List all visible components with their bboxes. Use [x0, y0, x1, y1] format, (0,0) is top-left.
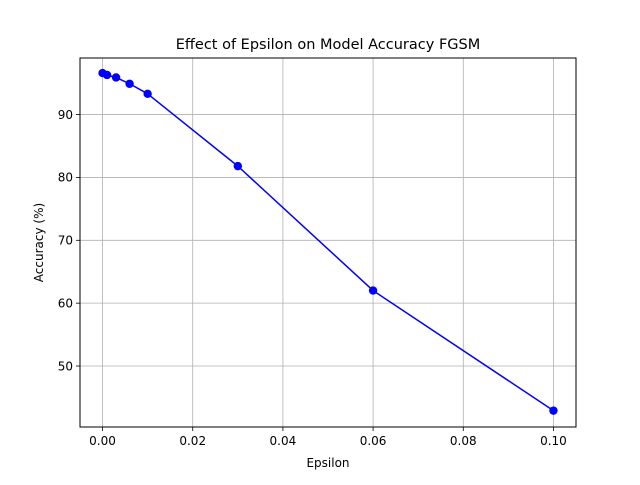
data-point [111, 73, 121, 82]
x-tick-label: 0.04 [270, 434, 297, 448]
data-point [549, 406, 558, 415]
y-tick-label: 80 [58, 171, 73, 185]
y-tick-label: 70 [58, 234, 73, 248]
grid [80, 58, 576, 427]
x-tick-label: 0.02 [179, 434, 206, 448]
x-tick-label: 0.00 [89, 434, 116, 448]
data-point [143, 89, 152, 99]
y-axis-label: Accuracy (%) [32, 203, 46, 282]
ticks: 0.00 0.02 0.04 0.06 0.08 0.10 50 60 70 80 90 [58, 108, 567, 448]
y-tick-label: 90 [58, 108, 73, 122]
x-axis-label: Epsilon [306, 456, 349, 470]
x-tick-label: 0.10 [540, 434, 567, 448]
data-point [233, 161, 243, 171]
chart-title: Effect of Epsilon on Model Accuracy FGSM [176, 37, 481, 53]
data-point [125, 79, 134, 88]
x-tick-label: 0.08 [450, 434, 477, 448]
data-point [368, 286, 378, 295]
x-tick-label: 0.06 [360, 434, 387, 448]
y-tick-label: 50 [58, 359, 73, 373]
y-tick-label: 60 [58, 296, 73, 310]
series-layer [98, 68, 558, 415]
data-point [102, 70, 112, 80]
plot-area-frame [79, 57, 577, 428]
